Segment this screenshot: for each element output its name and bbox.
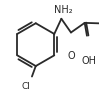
Text: NH₂: NH₂ bbox=[54, 5, 73, 15]
Text: O: O bbox=[67, 51, 75, 61]
Text: OH: OH bbox=[82, 56, 97, 66]
Text: Cl: Cl bbox=[22, 82, 30, 91]
